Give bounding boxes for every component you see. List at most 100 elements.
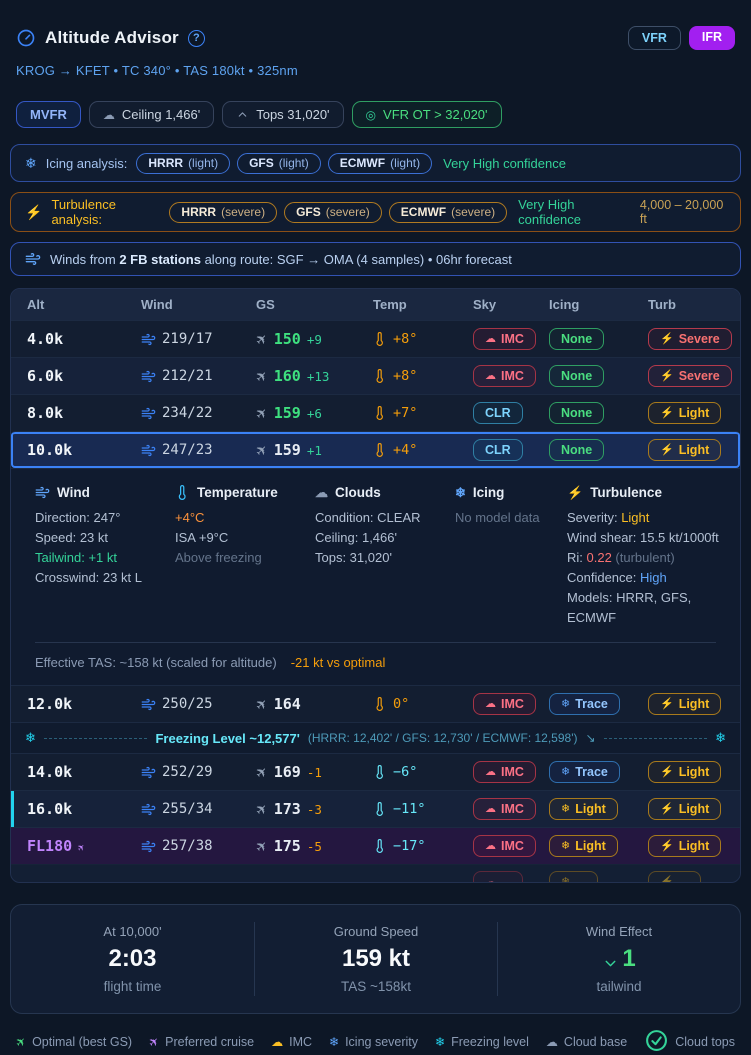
chip-vfr[interactable]: ◎ VFR OT > 32,020' <box>351 101 502 128</box>
trend-arrow-icon: ↘ <box>585 731 596 745</box>
sky-badge-label: IMC <box>501 332 524 346</box>
preferred-cruise-plane-icon: ✈ <box>73 839 89 855</box>
header: Altitude Advisor ? VFR IFR <box>16 26 735 50</box>
column-header-wind: Wind <box>141 297 173 312</box>
sky-cell: ☁ IMC <box>473 365 549 387</box>
sky-cell: CLR <box>473 402 549 424</box>
snowflake-icon: ❄ <box>455 485 466 500</box>
sky-cell: ☁ IMC <box>473 798 549 820</box>
summary-col-wind-effect: Wind Effect 1 tailwind <box>497 922 740 996</box>
clipped-badge-label <box>679 875 689 882</box>
detail-line: +4°C <box>175 510 205 525</box>
turb-badge-label: Light <box>678 697 710 711</box>
gs-value: 150 <box>273 330 301 348</box>
route-summary: KROG → KFET • TC 340° • TAS 180kt • 325n… <box>16 63 298 78</box>
icing-cell: ❄ <box>549 871 648 882</box>
temp-cell: −6° <box>373 764 473 780</box>
gs-cell: ✈ 175 -5 <box>252 836 373 856</box>
dashed-line <box>603 737 708 739</box>
altitude-advisor-page: Altitude Advisor ? VFR IFR KROG → KFET • … <box>0 26 751 1055</box>
chip-mvfr[interactable]: MVFR <box>16 101 81 128</box>
temp-value: +7° <box>393 405 418 421</box>
altitude-row-10-0k[interactable]: 10.0k 247/23 ✈ 159 +1 +4° CLR None ⚡ Light <box>11 431 740 468</box>
page-title: Altitude Advisor <box>45 28 179 47</box>
altitude-table: Alt Wind GS Temp Sky Icing Turb 4.0k 219/17 ✈ 150… <box>10 288 741 883</box>
wind-cell: 212/21 <box>141 368 256 384</box>
wind-svg-icon <box>35 485 50 500</box>
altitude-row-6-0k[interactable]: 6.0k 212/21 ✈ 160 +13 +8° ☁ IMC None ⚡ Severe <box>11 357 740 394</box>
gs-cell: ✈ 150 +9 <box>252 329 373 349</box>
sky-badge: ☁ IMC <box>473 328 536 350</box>
detail-col-clouds: ☁ Clouds Condition: CLEAR Ceiling: 1,466' To… <box>315 485 455 628</box>
chip-tops[interactable]: Tops 31,020' <box>222 101 344 128</box>
flight-rules-badge-ifr[interactable]: IFR <box>688 26 735 50</box>
temp-value: −17° <box>393 838 426 854</box>
gs-cell: ✈ 160 +13 <box>252 366 373 386</box>
detail-line: Confidence: High <box>567 570 667 585</box>
temp-value: −6° <box>393 764 418 780</box>
turb-badge-label: Light <box>678 765 710 779</box>
temp-value: +8° <box>393 368 418 384</box>
help-icon[interactable]: ? <box>187 29 205 47</box>
turbulence-analysis-banner: ⚡ Turbulence analysis: HRRR (severe) GFS (s… <box>10 192 741 232</box>
detail-col-icing: ❄ Icing No model data <box>455 485 567 628</box>
altitude-row-8-0k[interactable]: 8.0k 234/22 ✈ 159 +6 +7° CLR None ⚡ Light <box>11 394 740 431</box>
altitude-row-fl180[interactable]: FL180✈ 257/38 ✈ 175 -5 −17° ☁ IMC ❄ Light ⚡ Light <box>11 827 740 864</box>
altitude-row-16-0k[interactable]: 16.0k 255/34 ✈ 173 -3 −11° ☁ IMC ❄ Light ⚡ Light <box>11 790 740 827</box>
turb-cell: ⚡ Light <box>648 798 740 820</box>
detail-line: Direction: 247° <box>35 510 121 525</box>
wind-icon <box>141 369 156 384</box>
detail-line: Wind shear: 15.5 kt/1000ft <box>567 530 719 545</box>
tas-delta-vs-optimal: -21 kt vs optimal <box>290 655 386 670</box>
freezing-snowflake-icon: ❄ <box>715 730 727 745</box>
icing-cell: None <box>549 402 648 424</box>
detail-line: Severity: Light <box>567 510 650 525</box>
altitude-row-14-0k[interactable]: 14.0k 252/29 ✈ 169 -1 −6° ☁ IMC ❄ Trace ⚡ Light <box>11 753 740 790</box>
temp-value: +8° <box>393 331 418 347</box>
summary-value: 2:03 <box>108 945 157 972</box>
temp-value: +4° <box>393 442 418 458</box>
flight-rules-badge-vfr[interactable]: VFR <box>627 26 681 50</box>
icing-analysis-banner: ❄ Icing analysis: HRRR (light) GFS (light) E… <box>10 144 741 182</box>
wind-cell: 252/29 <box>141 764 256 780</box>
thermometer-icon <box>373 802 387 816</box>
turb-badge: ⚡ Light <box>648 693 722 715</box>
wind-cell: 247/23 <box>141 442 256 458</box>
freezing-snowflake-icon: ❄ <box>25 730 36 745</box>
detail-line: Tops: 31,020' <box>315 550 392 565</box>
altitude-row-partial[interactable]: ☁ ❄ ⚡ <box>11 864 740 882</box>
effective-tas-text: Effective TAS: ~158 kt (scaled for altit… <box>35 655 277 670</box>
altitude-row-12-0k[interactable]: 12.0k 250/25 ✈ 164 0° ☁ IMC ❄ Trace ⚡ Light <box>11 685 740 722</box>
turb-cell: ⚡ Severe <box>648 365 740 387</box>
alt-cell: 6.0k <box>27 367 64 385</box>
gs-value: 159 <box>273 404 301 422</box>
wind-icon <box>141 406 156 421</box>
cloud-icon: ☁ <box>485 802 496 815</box>
wind-cell: 234/22 <box>141 405 256 421</box>
sky-cell: ☁ IMC <box>473 761 549 783</box>
icing-badge: ❄ Light <box>549 835 618 857</box>
gs-cell: ✈ 169 -1 <box>252 762 373 782</box>
gs-value: 160 <box>273 367 301 385</box>
sky-badge-label: IMC <box>501 839 524 853</box>
thermometer-icon <box>373 443 387 457</box>
icing-badge-label: Trace <box>575 697 608 711</box>
icing-cell: ❄ Light <box>549 835 648 857</box>
detail-col-title: Temperature <box>175 485 303 500</box>
altitude-row-4-0k[interactable]: 4.0k 219/17 ✈ 150 +9 +8° ☁ IMC None ⚡ Severe <box>11 320 740 357</box>
wind-icon <box>141 443 156 458</box>
snowflake-icon: ❄ <box>561 765 571 778</box>
bolt-icon: ⚡ <box>660 443 674 456</box>
winds-source-text: Winds from 2 FB stations along route: SG… <box>50 251 512 267</box>
bolt-icon: ⚡ <box>660 697 674 710</box>
sky-badge: ☁ IMC <box>473 693 536 715</box>
chip-ceiling[interactable]: ☁ Ceiling 1,466' <box>88 101 215 128</box>
column-header-sky: Sky <box>473 297 497 312</box>
detail-line: Above freezing <box>175 550 262 565</box>
chip-label: VFR OT > 32,020' <box>383 107 488 122</box>
bolt-icon: ⚡ <box>660 765 674 778</box>
tailwind-chevron-icon <box>602 951 619 968</box>
flight-rules-toggle: VFR IFR <box>627 26 735 50</box>
detail-line: Crosswind: 23 kt L <box>35 570 142 585</box>
summary-sub: tailwind <box>596 979 642 994</box>
